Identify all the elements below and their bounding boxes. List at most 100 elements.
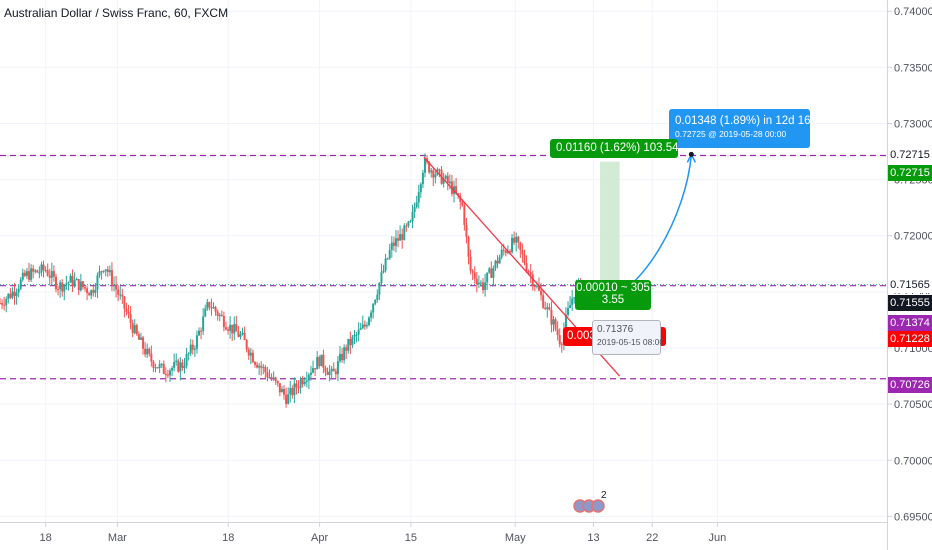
candle-body bbox=[558, 335, 561, 345]
candle-body bbox=[183, 366, 186, 368]
price-badge: 0.72715 bbox=[888, 165, 932, 182]
candle-body bbox=[463, 205, 466, 225]
candle-body bbox=[218, 314, 221, 316]
events-icon[interactable]: 2 bbox=[570, 490, 610, 519]
candle-body bbox=[513, 237, 516, 243]
position-green-line2: 3.55 bbox=[601, 294, 625, 306]
y-tick-label: 0.73000 bbox=[894, 118, 932, 130]
projection-target-label[interactable]: 0.01348 (1.89%) in 12d 16h 0.72725 @ 201… bbox=[669, 109, 817, 148]
candle-body bbox=[94, 289, 97, 293]
candle-body bbox=[488, 268, 491, 273]
events-count: 2 bbox=[601, 490, 607, 501]
candle-body bbox=[307, 374, 310, 381]
candle-body bbox=[320, 354, 323, 367]
candle-body bbox=[123, 296, 126, 309]
candle-body bbox=[272, 377, 275, 380]
candle-body bbox=[299, 379, 302, 389]
candle-body bbox=[65, 283, 68, 285]
candle-body bbox=[150, 353, 153, 362]
candle-body bbox=[96, 275, 99, 290]
candle-body bbox=[459, 195, 462, 202]
candle-body bbox=[415, 202, 418, 208]
candle-body bbox=[434, 174, 437, 178]
candle-body bbox=[13, 291, 16, 297]
candle-body bbox=[508, 250, 511, 253]
candle-body bbox=[40, 264, 43, 273]
candle-body bbox=[11, 291, 14, 298]
candle-body bbox=[216, 311, 219, 316]
candle-body bbox=[81, 281, 84, 288]
candle-body bbox=[175, 360, 178, 363]
candle-body bbox=[256, 364, 259, 368]
candle-body bbox=[44, 270, 47, 272]
candle-body bbox=[214, 307, 217, 312]
candle-body bbox=[71, 275, 74, 286]
candle-body bbox=[32, 268, 35, 272]
candle-body bbox=[57, 289, 60, 291]
candle-body bbox=[423, 158, 426, 173]
candle-body bbox=[202, 316, 205, 331]
candle-body bbox=[266, 372, 269, 378]
candle-body bbox=[247, 349, 250, 356]
candle-body bbox=[195, 335, 198, 349]
candle-body bbox=[210, 307, 213, 309]
candle-body bbox=[554, 319, 557, 330]
candle-body bbox=[359, 328, 362, 330]
candle-body bbox=[34, 270, 37, 272]
candle-body bbox=[268, 377, 271, 379]
candle-body bbox=[171, 367, 174, 371]
candle-body bbox=[376, 294, 379, 300]
price-badge: 0.70726 bbox=[888, 376, 932, 393]
range-green-label[interactable]: 0.01160 (1.62%) 103.54 bbox=[550, 139, 679, 158]
candle-body bbox=[164, 373, 167, 375]
candle-body bbox=[322, 354, 325, 368]
candle-body bbox=[148, 348, 151, 354]
candle-body bbox=[392, 242, 395, 246]
candle-body bbox=[90, 290, 93, 296]
x-axis[interactable]: 18 Mar 18 Apr 15 May 13 22 Jun bbox=[40, 522, 727, 544]
candle-body bbox=[251, 352, 254, 363]
candle-body bbox=[332, 368, 335, 372]
candle-body bbox=[237, 331, 240, 337]
candle-body bbox=[59, 282, 62, 290]
candle-body bbox=[405, 225, 408, 227]
candle-body bbox=[428, 161, 431, 173]
candle-body bbox=[79, 281, 82, 291]
candle-body bbox=[30, 268, 33, 280]
candle-body bbox=[160, 363, 163, 365]
candle-body bbox=[494, 260, 497, 269]
candle-body bbox=[467, 236, 470, 257]
candle-body bbox=[475, 278, 478, 285]
candle-body bbox=[46, 270, 49, 276]
candle-body bbox=[490, 268, 493, 278]
candle-body bbox=[293, 383, 296, 396]
candle-body bbox=[102, 270, 105, 272]
candle-body bbox=[573, 297, 576, 299]
candle-body bbox=[361, 324, 364, 329]
candle-body bbox=[200, 330, 203, 332]
y-axis[interactable]: 0.740000.735000.730000.725000.720000.715… bbox=[887, 6, 932, 523]
candle-body bbox=[542, 295, 545, 308]
candle-body bbox=[92, 290, 95, 293]
candle-body bbox=[17, 288, 20, 293]
point-tooltip-price: 0.71376 bbox=[597, 324, 634, 335]
y-tick-label: 0.74000 bbox=[894, 6, 932, 18]
candle-body bbox=[399, 234, 402, 241]
candle-body bbox=[222, 315, 225, 328]
candle-body bbox=[152, 361, 155, 368]
x-tick-label: 18 bbox=[222, 532, 234, 544]
candle-body bbox=[374, 299, 377, 304]
candle-body bbox=[69, 275, 72, 283]
candle-body bbox=[515, 236, 518, 243]
position-green-box[interactable]: 0.00010 ~ 305 3.55 bbox=[575, 280, 651, 310]
candle-body bbox=[504, 250, 507, 254]
candle-body bbox=[212, 307, 215, 309]
price-badge: 0.71228 bbox=[888, 331, 932, 348]
candle-body bbox=[135, 325, 138, 335]
point-tooltip: 0.71376 2019-05-15 08:00 bbox=[592, 320, 664, 355]
candle-body bbox=[262, 367, 265, 369]
candle-body bbox=[407, 221, 410, 226]
candle-body bbox=[496, 260, 499, 264]
candle-body bbox=[295, 383, 298, 388]
